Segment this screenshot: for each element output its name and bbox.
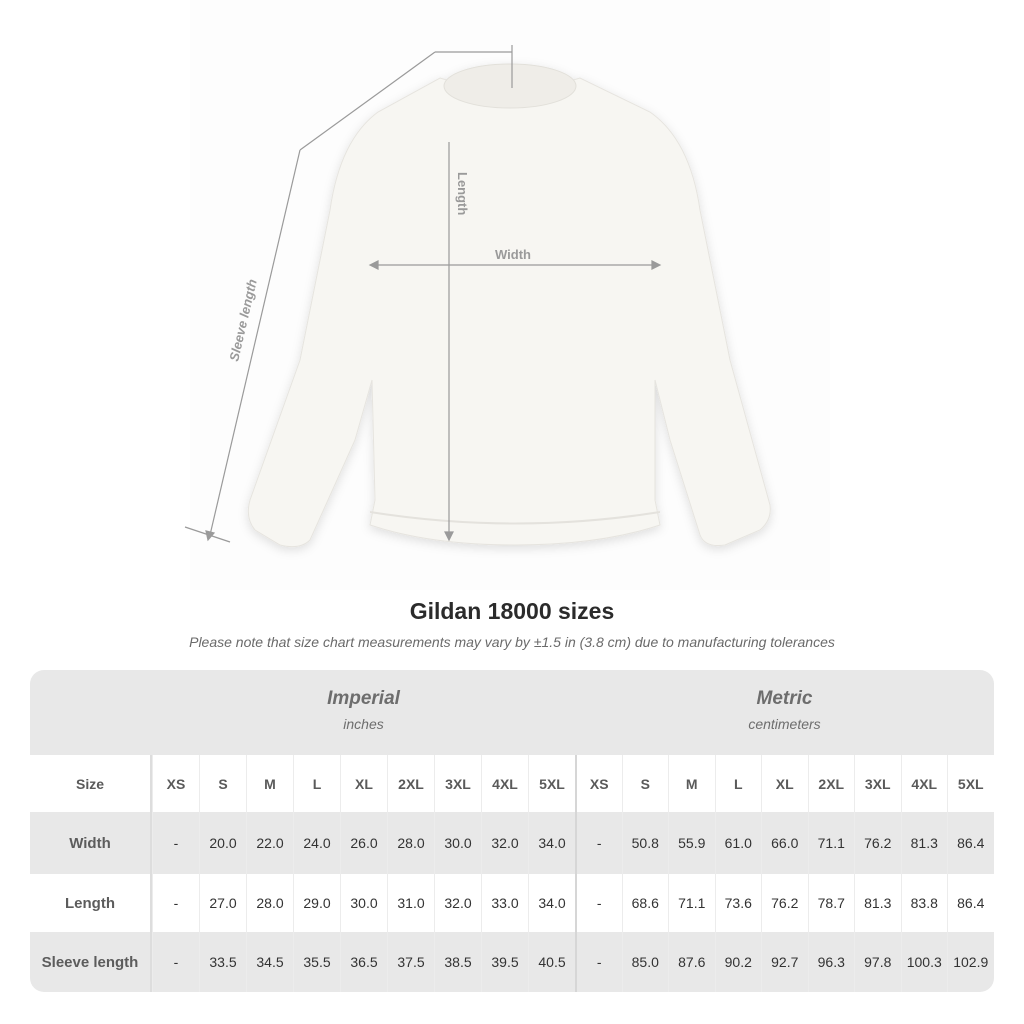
- imperial-size-XL: XL: [340, 755, 387, 812]
- metric-cell: 50.8: [621, 812, 669, 874]
- row-label: Width: [30, 812, 152, 874]
- metric-cell: 71.1: [668, 874, 715, 932]
- metric-size-3XL: 3XL: [854, 755, 901, 812]
- imperial-cell: -: [152, 812, 199, 874]
- metric-size-M: M: [668, 755, 715, 812]
- metric-size-2XL: 2XL: [807, 755, 855, 812]
- imperial-size-3XL: 3XL: [434, 755, 481, 812]
- imperial-cell: 39.5: [481, 932, 528, 992]
- metric-size-XS: XS: [575, 755, 622, 812]
- imperial-size-4XL: 4XL: [481, 755, 528, 812]
- imperial-cell: 22.0: [246, 812, 293, 874]
- metric-cell: -: [575, 932, 622, 992]
- metric-cell: 86.4: [947, 812, 994, 874]
- imperial-cell: 37.5: [387, 932, 434, 992]
- table-row: Length -27.0 28.0 29.0 30.0 31.0 32.0 33.0 34.0-…: [30, 874, 994, 932]
- size-header-row: Size XS S M L XL 2XL 3XL 4XL 5XL XS S M L XL 2XL 3XL 4XL 5…: [30, 755, 994, 812]
- imperial-cell: 34.5: [246, 932, 293, 992]
- metric-cell: 71.1: [807, 812, 855, 874]
- metric-cell: 92.7: [761, 932, 808, 992]
- imperial-size-2XL: 2XL: [387, 755, 434, 812]
- imperial-size-5XL: 5XL: [528, 755, 575, 812]
- metric-cell: -: [575, 874, 622, 932]
- size-label: Size: [30, 755, 152, 812]
- imperial-cell: -: [152, 932, 199, 992]
- length-label: Length: [455, 172, 470, 215]
- imperial-cell: 30.0: [340, 874, 387, 932]
- imperial-cell: 33.0: [481, 874, 528, 932]
- table-row: Sleeve length -33.5 34.5 35.5 36.5 37.5 38.5 39…: [30, 932, 994, 992]
- row-label: Sleeve length: [30, 932, 152, 992]
- metric-cell: 61.0: [714, 812, 762, 874]
- imperial-cell: 32.0: [481, 812, 528, 874]
- imperial-cell: 34.0: [528, 874, 575, 932]
- metric-unit: centimeters: [748, 716, 821, 732]
- metric-cell: 85.0: [621, 932, 669, 992]
- imperial-cell: 26.0: [340, 812, 387, 874]
- metric-cell: 87.6: [668, 932, 715, 992]
- imperial-cell: 34.0: [528, 812, 575, 874]
- metric-size-L: L: [714, 755, 762, 812]
- imperial-size-S: S: [199, 755, 246, 812]
- imperial-cell: 28.0: [387, 812, 434, 874]
- metric-size-4XL: 4XL: [900, 755, 948, 812]
- imperial-cell: 35.5: [293, 932, 340, 992]
- metric-title: Metric: [756, 688, 813, 709]
- metric-cell: 81.3: [854, 874, 901, 932]
- size-table: Imperial inches Metric centimeters Size X…: [30, 670, 994, 992]
- metric-cell: 76.2: [761, 874, 808, 932]
- imperial-cell: 20.0: [199, 812, 246, 874]
- imperial-cell: 28.0: [246, 874, 293, 932]
- imperial-cell: 33.5: [199, 932, 246, 992]
- metric-size-S: S: [621, 755, 669, 812]
- imperial-cell: 38.5: [434, 932, 481, 992]
- metric-cell: 100.3: [900, 932, 948, 992]
- table-row: Width -20.0 22.0 24.0 26.0 28.0 30.0 32.0 34.0-5…: [30, 812, 994, 874]
- row-label: Length: [30, 874, 152, 932]
- metric-header: Metric centimeters: [575, 670, 994, 755]
- metric-cell: 68.6: [621, 874, 669, 932]
- tolerance-note: Please note that size chart measurements…: [189, 634, 835, 650]
- imperial-cell: 30.0: [434, 812, 481, 874]
- width-label: Width: [495, 247, 531, 262]
- imperial-cell: 27.0: [199, 874, 246, 932]
- metric-cell: 55.9: [668, 812, 715, 874]
- sweatshirt-diagram: Length Width Sleeve length: [184, 45, 771, 548]
- metric-cell: 73.6: [714, 874, 762, 932]
- imperial-size-XS: XS: [152, 755, 199, 812]
- metric-size-XL: XL: [761, 755, 808, 812]
- imperial-cell: 31.0: [387, 874, 434, 932]
- metric-cell: 96.3: [807, 932, 855, 992]
- imperial-unit: inches: [343, 716, 384, 732]
- metric-cell: 86.4: [947, 874, 994, 932]
- page-title: Gildan 18000 sizes: [409, 598, 615, 624]
- metric-cell: 102.9: [947, 932, 994, 992]
- metric-size-5XL: 5XL: [947, 755, 994, 812]
- sweatshirt-image: [247, 63, 771, 548]
- metric-cell: 76.2: [854, 812, 901, 874]
- imperial-cell: 29.0: [293, 874, 340, 932]
- metric-cell: -: [575, 812, 622, 874]
- imperial-header: Imperial inches: [152, 670, 575, 755]
- metric-cell: 97.8: [854, 932, 901, 992]
- metric-cell: 78.7: [807, 874, 855, 932]
- imperial-cell: -: [152, 874, 199, 932]
- metric-cell: 83.8: [900, 874, 948, 932]
- imperial-title: Imperial: [327, 688, 400, 709]
- imperial-size-M: M: [246, 755, 293, 812]
- imperial-cell: 24.0: [293, 812, 340, 874]
- measurement-lines: [184, 45, 662, 543]
- imperial-cell: 36.5: [340, 932, 387, 992]
- imperial-size-L: L: [293, 755, 340, 812]
- imperial-cell: 32.0: [434, 874, 481, 932]
- metric-cell: 81.3: [900, 812, 948, 874]
- metric-cell: 66.0: [761, 812, 808, 874]
- imperial-cell: 40.5: [528, 932, 575, 992]
- metric-cell: 90.2: [714, 932, 762, 992]
